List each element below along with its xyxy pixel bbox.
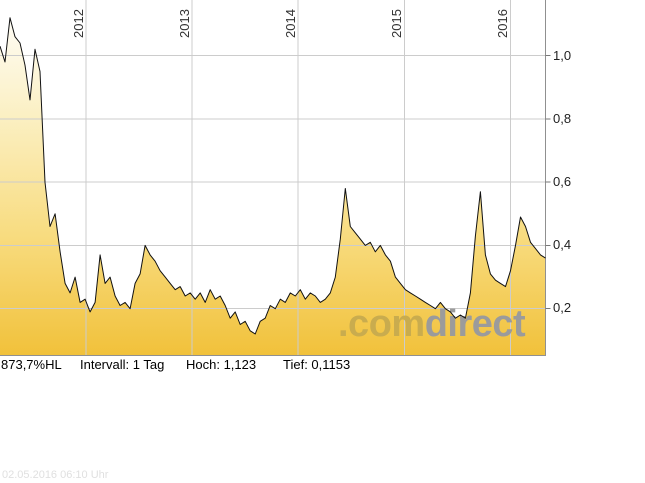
y-axis-ticks — [545, 55, 551, 310]
watermark-direct: direct — [425, 303, 526, 345]
high-label: Hoch: 1,123 — [186, 357, 257, 372]
y-tick-label-04: 0,4 — [553, 237, 572, 252]
watermark-com: .com — [338, 303, 425, 345]
x-tick-label-2013: 2013 — [177, 9, 192, 38]
plot-border — [0, 0, 546, 356]
grid-lines — [0, 0, 546, 356]
price-line — [0, 17, 546, 335]
x-tick-label-2012: 2012 — [71, 9, 86, 38]
x-tick-label-2015: 2015 — [389, 9, 404, 38]
x-tick-label-2014: 2014 — [283, 9, 298, 38]
x-tick-label-2016: 2016 — [495, 9, 510, 38]
y-tick-label-02: 0,2 — [553, 300, 572, 315]
interval-label: Intervall: 1 Tag — [80, 357, 165, 372]
watermark-comdirect-logo: .comdirect — [338, 303, 526, 345]
price-area-fill — [0, 17, 546, 356]
y-tick-label-06: 0,6 — [553, 174, 572, 189]
y-tick-label-10: 1,0 — [553, 48, 572, 63]
chart-timestamp: 02.05.2016 06:10 Uhr — [2, 469, 109, 481]
low-label: Tief: 0,1153 — [283, 357, 351, 372]
y-tick-label-08: 0,8 — [553, 111, 572, 126]
change-percent-label: 873,7%HL — [1, 357, 62, 372]
